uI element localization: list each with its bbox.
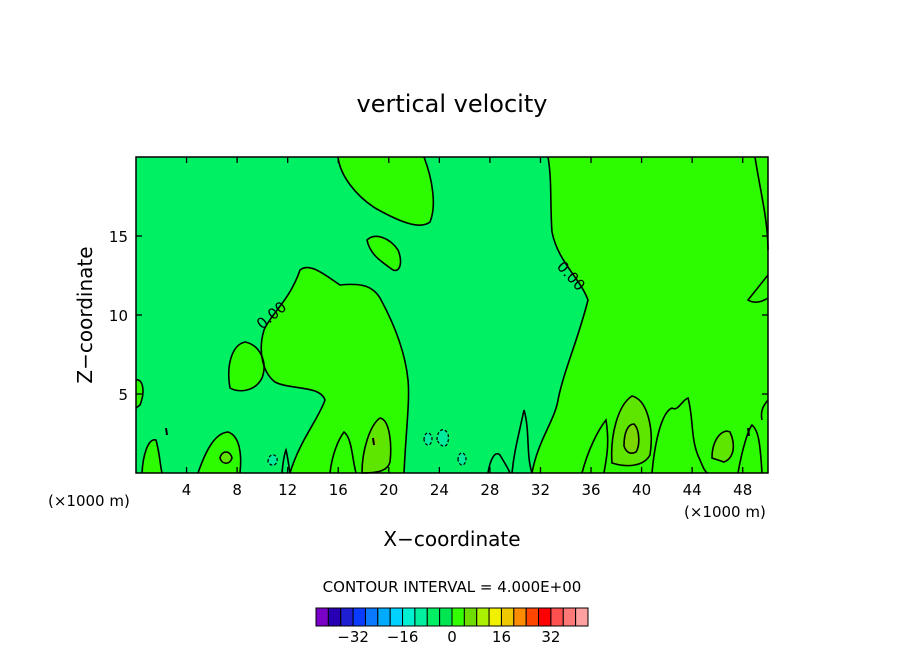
zero-contour-wave-4 <box>651 396 709 474</box>
colorbar-tick-label: −16 <box>387 628 419 646</box>
colorbar-tick-label: −32 <box>337 628 369 646</box>
colorbar-swatch <box>377 607 391 627</box>
contour-tick-mark <box>747 427 750 437</box>
colorbar-swatch <box>488 607 502 627</box>
stronger-updraft-left <box>362 418 391 473</box>
x-tick-label: 32 <box>531 481 550 499</box>
x-tick-label: 16 <box>329 481 348 499</box>
negative-contour-1 <box>267 454 278 466</box>
colorbar-tick-label: 16 <box>492 628 511 646</box>
zero-contour-wave-2 <box>487 453 511 474</box>
colorbar-tick-label: 32 <box>541 628 560 646</box>
core-contour <box>623 423 640 454</box>
colorbar-swatch <box>476 607 490 627</box>
negative-contours <box>267 429 467 466</box>
stronger-contour-left <box>361 417 392 474</box>
colorbar-swatch <box>451 607 465 627</box>
positive-region-upper-left <box>338 157 434 226</box>
colorbar-tick-label: 0 <box>447 628 457 646</box>
zero-contour-left-lobe <box>228 341 265 392</box>
downdraft-blob-1 <box>268 454 278 466</box>
positive-region-right-plume <box>532 157 768 473</box>
y-tick-label: 5 <box>118 386 128 404</box>
colorbar-swatch <box>463 607 478 627</box>
colorbar-swatch <box>402 607 416 627</box>
colorbar <box>315 607 589 627</box>
y-axis-label: Z−coordinate <box>73 246 97 383</box>
positive-region-left-lobe <box>228 342 265 391</box>
colorbar-swatch <box>364 607 379 627</box>
updraft-core <box>624 424 639 454</box>
stronger-contour-small <box>711 430 735 463</box>
x-tick-label: 20 <box>379 481 398 499</box>
x-unit-left: (×1000 m) <box>48 492 130 510</box>
colorbar-swatch <box>414 607 428 627</box>
x-tick-label: 12 <box>278 481 297 499</box>
contour-tick-mark <box>372 437 375 446</box>
y-axis-ticks: 5 10 15 <box>109 228 768 404</box>
negative-contour-4 <box>457 452 467 466</box>
colorbar-swatch <box>550 607 564 627</box>
colorbar-swatch <box>538 607 552 627</box>
downdraft-blob-2 <box>424 432 432 446</box>
stronger-updraft-dot <box>220 452 232 464</box>
zero-contours <box>135 156 769 474</box>
stronger-contour-dot <box>219 451 233 465</box>
y-tick-label: 10 <box>109 307 128 325</box>
x-tick-label: 4 <box>182 481 192 499</box>
x-tick-label: 44 <box>683 481 702 499</box>
zero-contour-bottom-right <box>581 418 609 474</box>
zero-contour-bottom-strip <box>141 439 163 474</box>
y-tick-label: 15 <box>109 228 128 246</box>
contour-tick-mark <box>165 427 168 436</box>
zero-contour-wave-3 <box>511 409 533 474</box>
x-tick-label: 8 <box>232 481 242 499</box>
zero-contour-edge-right <box>760 399 769 421</box>
positive-region-bubble <box>367 236 401 271</box>
colorbar-swatch <box>389 607 404 627</box>
zero-contour-bubble <box>366 235 402 272</box>
zero-contour-updraft-main <box>260 266 410 474</box>
zero-contour-bottom-left <box>197 431 242 474</box>
zero-contour-edge-left <box>135 379 144 409</box>
positive-region-updraft-main <box>261 267 409 473</box>
x-tick-label: 40 <box>632 481 651 499</box>
zero-contour-upper-left <box>337 156 435 226</box>
colorbar-swatch <box>525 607 540 627</box>
downdraft-blob-4 <box>458 452 466 466</box>
colorbar-swatch <box>500 607 515 627</box>
colorbar-swatch <box>513 607 527 627</box>
contour-interval: CONTOUR INTERVAL = 4.000E+00 <box>323 578 582 596</box>
zero-contour-right-notch <box>746 274 769 303</box>
x-tick-label: 28 <box>480 481 499 499</box>
chart-title: vertical velocity <box>357 90 548 118</box>
colorbar-swatch <box>352 607 366 627</box>
colorbar-swatch <box>439 607 453 627</box>
zero-contour-right-plume <box>531 156 589 474</box>
x-axis-ticks: 4 8 12 16 20 24 28 32 36 40 44 48 <box>182 157 752 499</box>
colorbar-swatch <box>426 607 441 627</box>
negative-contour-2 <box>423 432 433 446</box>
colorbar-swatch <box>315 607 329 627</box>
negative-contour-3 <box>436 429 449 447</box>
contour-field: 0.00 0.00 <box>135 156 769 474</box>
x-tick-label: 36 <box>581 481 600 499</box>
downdraft-blob-3 <box>437 429 449 447</box>
colorbar-swatch <box>340 607 354 627</box>
zero-contour-wave-6 <box>281 447 291 474</box>
colorbar-swatch <box>575 607 589 627</box>
x-axis-label: X−coordinate <box>383 527 520 551</box>
x-unit-right: (×1000 m) <box>684 503 766 521</box>
x-tick-label: 48 <box>733 481 752 499</box>
zero-contour-wave-5 <box>737 423 763 474</box>
stronger-contour-right <box>610 395 652 467</box>
x-tick-label: 24 <box>430 481 449 499</box>
zero-contour-wave-1 <box>329 430 357 474</box>
colorbar-ticks: −32 −16 0 16 32 <box>337 628 560 646</box>
colorbar-swatch <box>562 607 577 627</box>
colorbar-swatch <box>327 607 342 627</box>
